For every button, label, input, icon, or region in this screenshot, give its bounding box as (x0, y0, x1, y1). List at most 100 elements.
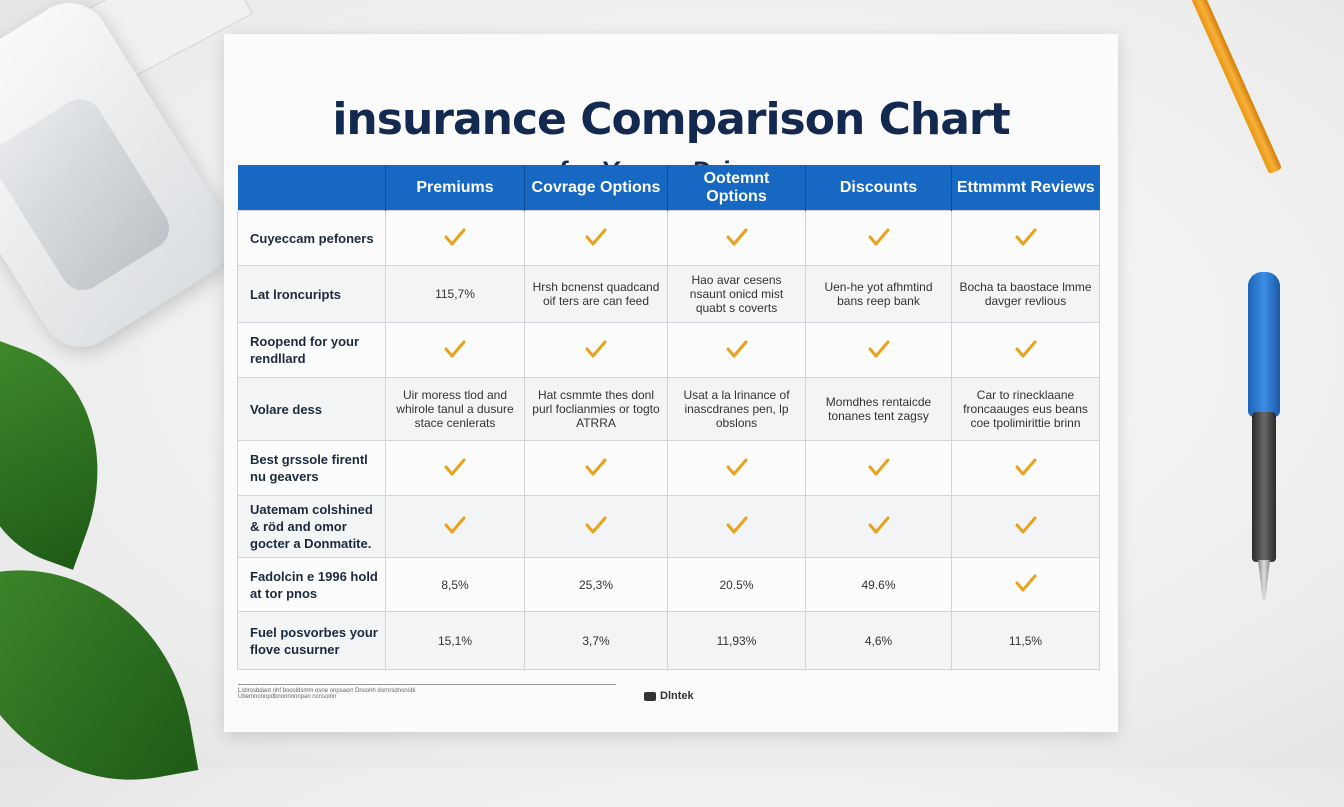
value-cell: 49.6% (805, 557, 952, 612)
value-cell: 25,3% (524, 557, 668, 612)
check-cell (667, 210, 806, 266)
value-cell: 8,5% (385, 557, 525, 612)
value-cell: Uir moress tlod and whirole tanul a dusu… (385, 377, 525, 441)
checkmark-icon (726, 339, 748, 359)
check-cell (524, 440, 668, 496)
check-cell (951, 440, 1100, 496)
table-row: Best grssole firentl nu geavers (237, 440, 1100, 496)
row-label: Volare dess (237, 377, 386, 441)
check-cell (805, 440, 952, 496)
check-cell (951, 322, 1100, 378)
pen-body (1252, 412, 1276, 562)
footer-divider (238, 684, 616, 685)
checkmark-icon (726, 515, 748, 535)
checkmark-icon (1015, 339, 1037, 359)
check-cell (667, 495, 806, 558)
footer-logo: Dlntek (644, 690, 694, 702)
table-body: Cuyeccam pefoners Lat lroncuripts 115,7% Hr… (237, 210, 1100, 670)
value-cell: Usat a la lrinance of inascdranes pen, l… (667, 377, 806, 441)
comparison-table: Premiums Covrage Options Ootemnt Options Di… (237, 165, 1100, 670)
row-label: Fuel posvorbes your flove cusurner (237, 611, 386, 670)
document-title: insurance Comparison Chart (332, 94, 1010, 145)
checkmark-icon (444, 227, 466, 247)
check-cell (385, 210, 525, 266)
table-row: Volare dess Uir moress tlod and whirole t… (237, 377, 1100, 441)
check-cell (385, 495, 525, 558)
checkmark-icon (868, 227, 890, 247)
checkmark-icon (585, 515, 607, 535)
checkmark-icon (868, 457, 890, 477)
checkmark-icon (444, 457, 466, 477)
table-row: Uatemam colshined & röd and omor gocter … (237, 495, 1100, 558)
table-row: Fuel posvorbes your flove cusurner 15,1% 3… (237, 611, 1100, 670)
table-row: Fadolcin e 1996 hold at tor pnos 8,5% 25,3… (237, 557, 1100, 612)
value-cell: Hrsh bcnenst quadcand oif ters are can f… (524, 265, 668, 323)
header-blank (237, 165, 386, 211)
plant-leaf (0, 543, 199, 807)
value-cell: Hao avar cesens nsaunt onicd mist quabt … (667, 265, 806, 323)
value-cell: Car to rinecklaane froncaauges eus beans… (951, 377, 1100, 441)
footer-note: Lsbrosbdaot nhf boosldsmm osne onpsaorr … (238, 688, 415, 700)
checkmark-icon (1015, 515, 1037, 535)
value-cell: 20.5% (667, 557, 806, 612)
value-cell: 3,7% (524, 611, 668, 670)
check-cell (524, 210, 668, 266)
plant-leaf (0, 340, 138, 570)
column-header: Ootemnt Options (667, 165, 806, 211)
check-cell (667, 440, 806, 496)
value-cell: Uen-he yot afhmtind bans reep bank (805, 265, 952, 323)
value-cell: Bocha ta baostace lmme davger revlious (951, 265, 1100, 323)
value-cell: 4,6% (805, 611, 952, 670)
check-cell (805, 210, 952, 266)
pen-tip (1258, 560, 1270, 600)
checkmark-icon (444, 339, 466, 359)
pen-cap (1248, 272, 1280, 417)
check-cell (385, 322, 525, 378)
check-cell (951, 495, 1100, 558)
footer-note-line: Lsbrosbdaot nhf boosldsmm osne onpsaorr … (238, 688, 416, 694)
row-label: Best grssole firentl nu geavers (237, 440, 386, 496)
pen-prop (1242, 272, 1286, 602)
check-cell (951, 210, 1100, 266)
checkmark-icon (1015, 457, 1037, 477)
table-row: Lat lroncuripts 115,7% Hrsh bcnenst quadca… (237, 265, 1100, 323)
checkmark-icon (726, 457, 748, 477)
check-cell (385, 440, 525, 496)
comparison-document: insurance Comparison Chart for Young Dri… (224, 34, 1118, 732)
logo-text: Dlntek (660, 690, 694, 702)
value-cell: 15,1% (385, 611, 525, 670)
checkmark-icon (868, 339, 890, 359)
checkmark-icon (726, 227, 748, 247)
checkmark-icon (1015, 227, 1037, 247)
row-label: Fadolcin e 1996 hold at tor pnos (237, 557, 386, 612)
column-header: Ettmmmt Reviews (951, 165, 1100, 211)
checkmark-icon (1015, 573, 1037, 593)
table-row: Roopend for your rendllard (237, 322, 1100, 378)
checkmark-icon (585, 339, 607, 359)
checkmark-icon (868, 515, 890, 535)
column-header: Discounts (805, 165, 952, 211)
value-cell: 115,7% (385, 265, 525, 323)
row-label: Lat lroncuripts (237, 265, 386, 323)
table-header-row: Premiums Covrage Options Ootemnt Options Di… (237, 165, 1100, 211)
checkmark-icon (585, 227, 607, 247)
footer-note-line: Ubemnonnpdbnonnnnnpan ncnsoinn (238, 694, 337, 700)
device-screen (0, 90, 178, 299)
check-cell (805, 495, 952, 558)
row-label: Roopend for your rendllard (237, 322, 386, 378)
checkmark-icon (444, 515, 466, 535)
value-cell: Hat csmmte thes donl purl foclianmies or… (524, 377, 668, 441)
handheld-device-prop (0, 0, 247, 363)
table-row: Cuyeccam pefoners (237, 210, 1100, 266)
checkmark-icon (585, 457, 607, 477)
row-label: Uatemam colshined & röd and omor gocter … (237, 495, 386, 558)
column-header: Premiums (385, 165, 525, 211)
row-label: Cuyeccam pefoners (237, 210, 386, 266)
value-cell: 11,93% (667, 611, 806, 670)
pencil-prop (1187, 0, 1283, 175)
check-cell (524, 322, 668, 378)
check-cell (951, 557, 1100, 612)
logo-icon (644, 691, 656, 701)
check-cell (667, 322, 806, 378)
column-header: Covrage Options (524, 165, 668, 211)
